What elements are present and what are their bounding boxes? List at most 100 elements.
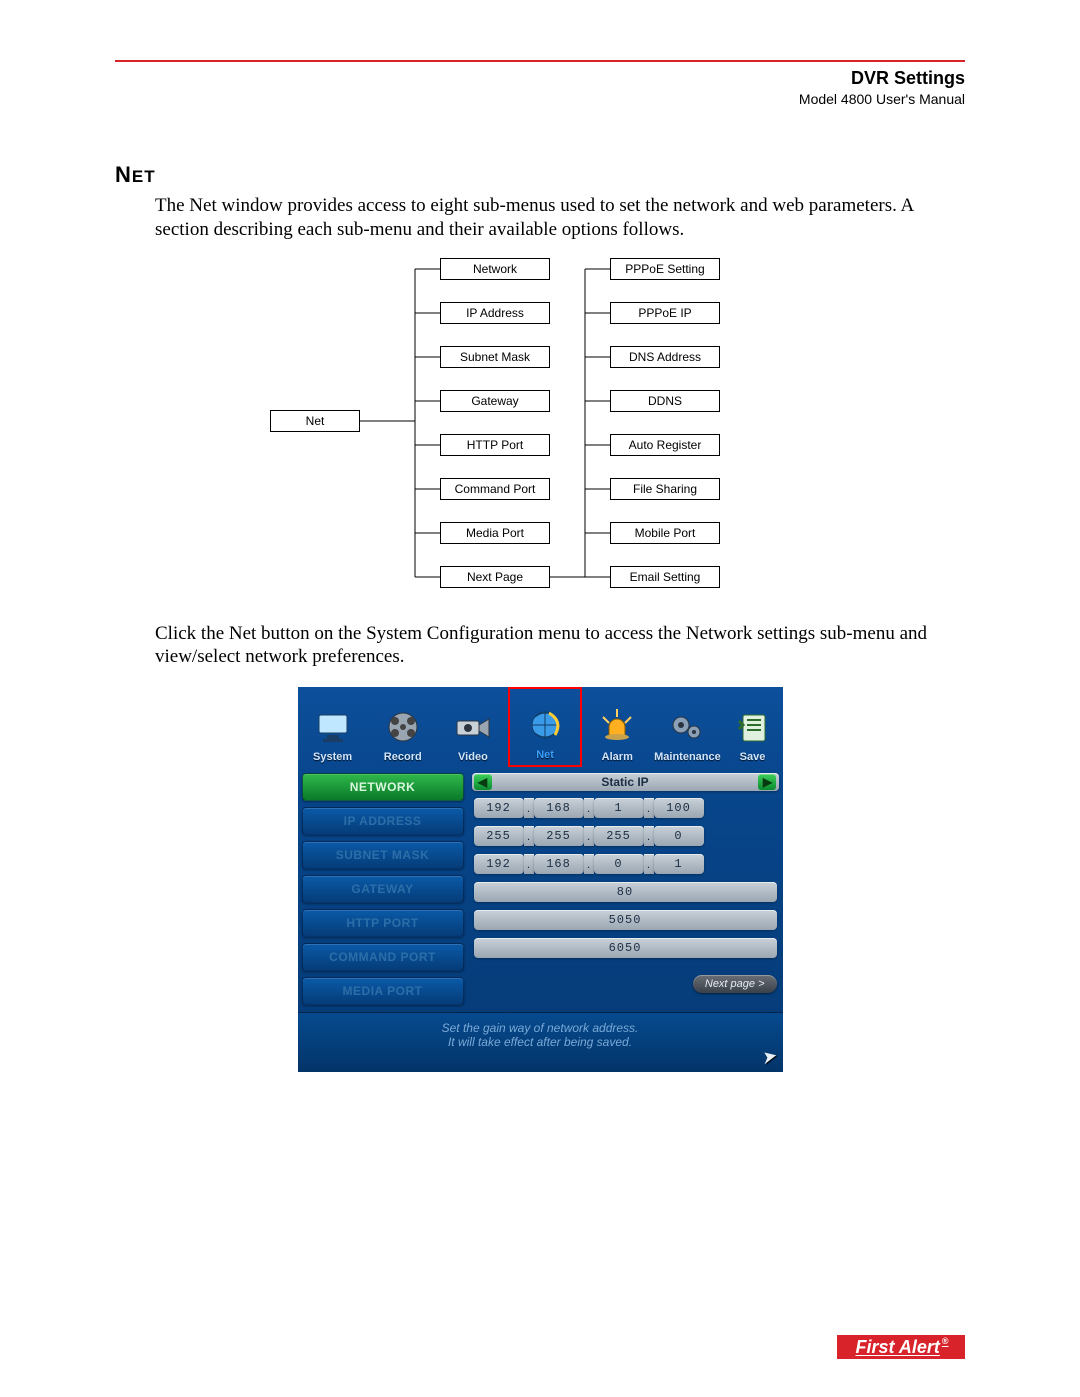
tab-label: Record [384, 751, 422, 763]
diagram-col1-1: IP Address [440, 302, 550, 324]
diagram-col2-2: DNS Address [610, 346, 720, 368]
alarm-icon [597, 707, 637, 747]
section-heading-text: NET [115, 162, 156, 187]
settings-main: ◀ Static IP ▶ 192.168.1.100255.255.255.0… [468, 767, 783, 997]
header-rule [115, 60, 965, 62]
top-tabs: System Record Video Net Alarm Maintenance Save [298, 687, 783, 767]
network-mode-label: Static IP [601, 775, 648, 789]
save-icon [733, 707, 773, 747]
octet-input[interactable]: 0 [654, 826, 704, 846]
octet-input[interactable]: 100 [654, 798, 704, 818]
header-subtitle: Model 4800 User's Manual [115, 91, 965, 107]
command-port-row: 5050 [474, 909, 777, 931]
next-page-button[interactable]: Next page > [693, 975, 777, 993]
octet-separator: . [644, 826, 654, 846]
net-menu-diagram: Net Network IP Address Subnet Mask Gateway HT… [270, 258, 810, 598]
video-icon [453, 707, 493, 747]
intro-paragraph: The Net window provides access to eight … [155, 194, 965, 242]
hint-area: Set the gain way of network address. It … [298, 1012, 783, 1072]
octet-input[interactable]: 255 [474, 826, 524, 846]
diagram-col1-3: Gateway [440, 390, 550, 412]
tab-label: System [313, 751, 352, 763]
tab-save[interactable]: Save [723, 687, 783, 767]
diagram-col1-7: Next Page [440, 566, 550, 588]
octet-input[interactable]: 192 [474, 798, 524, 818]
octet-separator: . [644, 854, 654, 874]
sidebar: NETWORK IP ADDRESS SUBNET MASK GATEWAY HTTP … [298, 767, 468, 997]
tab-label: Alarm [602, 751, 633, 763]
system-icon [313, 707, 353, 747]
diagram-col2-3: DDNS [610, 390, 720, 412]
octet-input[interactable]: 1 [594, 798, 644, 818]
tab-label: Save [740, 751, 766, 763]
tab-system[interactable]: System [298, 687, 368, 767]
diagram-col1-6: Media Port [440, 522, 550, 544]
tab-label: Net [536, 749, 554, 761]
tab-net[interactable]: Net [508, 687, 582, 767]
prev-mode-button[interactable]: ◀ [474, 774, 492, 790]
net-icon [525, 705, 565, 745]
diagram-col2-7: Email Setting [610, 566, 720, 588]
mouse-cursor-icon: ➤ [759, 1045, 779, 1069]
octet-input[interactable]: 1 [654, 854, 704, 874]
manual-page: DVR Settings Model 4800 User's Manual NE… [0, 0, 1080, 1397]
octet-separator: . [524, 854, 534, 874]
ip-address-row: 192.168.1.100 [474, 797, 777, 819]
subnet-mask-row: 255.255.255.0 [474, 825, 777, 847]
tab-video[interactable]: Video [438, 687, 508, 767]
octet-input[interactable]: 0 [594, 854, 644, 874]
http-port-row: 80 [474, 881, 777, 903]
tab-label: Video [458, 751, 488, 763]
port-input[interactable]: 80 [474, 882, 777, 902]
octet-separator: . [584, 826, 594, 846]
octet-separator: . [584, 854, 594, 874]
diagram-col1-2: Subnet Mask [440, 346, 550, 368]
network-mode-bar[interactable]: ◀ Static IP ▶ [472, 773, 779, 791]
net-settings-window: System Record Video Net Alarm Maintenance Save… [298, 687, 783, 1072]
diagram-col2-0: PPPoE Setting [610, 258, 720, 280]
diagram-col2-5: File Sharing [610, 478, 720, 500]
octet-separator: . [524, 798, 534, 818]
diagram-col1-5: Command Port [440, 478, 550, 500]
diagram-col2-1: PPPoE IP [610, 302, 720, 324]
sidebar-item-ip-address[interactable]: IP ADDRESS [302, 807, 464, 835]
tab-maintenance[interactable]: Maintenance [652, 687, 722, 767]
sidebar-item-http-port[interactable]: HTTP PORT [302, 909, 464, 937]
record-icon [383, 707, 423, 747]
octet-separator: . [644, 798, 654, 818]
next-mode-button[interactable]: ▶ [758, 774, 776, 790]
diagram-col1-4: HTTP Port [440, 434, 550, 456]
diagram-col1-0: Network [440, 258, 550, 280]
octet-separator: . [584, 798, 594, 818]
hint-line-2: It will take effect after being saved. [310, 1035, 771, 1049]
octet-input[interactable]: 255 [594, 826, 644, 846]
port-input[interactable]: 5050 [474, 910, 777, 930]
octet-input[interactable]: 255 [534, 826, 584, 846]
sidebar-item-gateway[interactable]: GATEWAY [302, 875, 464, 903]
first-alert-logo: First Alert [837, 1335, 965, 1359]
sidebar-item-network[interactable]: NETWORK [302, 773, 464, 801]
octet-input[interactable]: 168 [534, 798, 584, 818]
diagram-col2-6: Mobile Port [610, 522, 720, 544]
octet-input[interactable]: 168 [534, 854, 584, 874]
maintenance-icon [667, 707, 707, 747]
gateway-row: 192.168.0.1 [474, 853, 777, 875]
sidebar-item-command-port[interactable]: COMMAND PORT [302, 943, 464, 971]
port-input[interactable]: 6050 [474, 938, 777, 958]
sidebar-item-subnet-mask[interactable]: SUBNET MASK [302, 841, 464, 869]
hint-line-1: Set the gain way of network address. [310, 1021, 771, 1035]
screenshot: System Record Video Net Alarm Maintenance Save… [298, 687, 783, 1072]
section-heading: NET [115, 162, 965, 188]
diagram-root-net: Net [270, 410, 360, 432]
octet-input[interactable]: 192 [474, 854, 524, 874]
instruction-paragraph: Click the Net button on the System Confi… [155, 622, 965, 670]
tab-label: Maintenance [654, 751, 721, 763]
tab-record[interactable]: Record [368, 687, 438, 767]
sidebar-item-media-port[interactable]: MEDIA PORT [302, 977, 464, 1005]
tab-alarm[interactable]: Alarm [582, 687, 652, 767]
header-title: DVR Settings [115, 68, 965, 89]
media-port-row: 6050 [474, 937, 777, 959]
octet-separator: . [524, 826, 534, 846]
settings-body: NETWORK IP ADDRESS SUBNET MASK GATEWAY HTTP … [298, 767, 783, 997]
page-header: DVR Settings Model 4800 User's Manual [115, 68, 965, 107]
